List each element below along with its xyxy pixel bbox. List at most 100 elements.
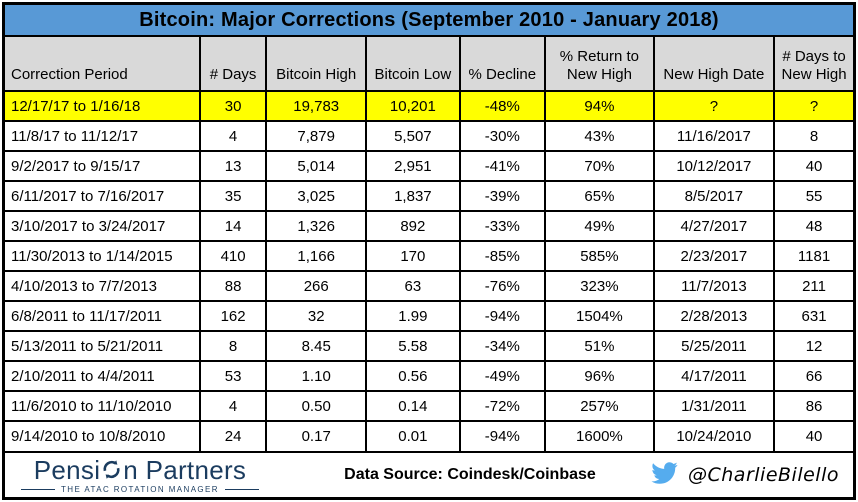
table-cell: 96% [544,360,655,392]
table-cell: 70% [544,150,655,182]
table-cell: 6/11/2017 to 7/16/2017 [5,180,202,212]
table-cell: 257% [544,390,655,422]
table-cell: 66 [773,360,853,392]
table-cell: 30 [199,90,268,122]
table-cell: 5.58 [365,330,461,362]
table-cell: 1504% [544,300,655,332]
table-cell: 0.14 [365,390,461,422]
table-cell: 4/10/2013 to 7/7/2013 [5,270,202,302]
column-header: Bitcoin High [265,37,368,92]
table-cell: 9/2/2017 to 9/15/17 [5,150,202,182]
table-cell: 3,025 [265,180,368,212]
rotation-arrows-icon [101,458,122,484]
table-cell: 51% [544,330,655,362]
table-cell: 55 [773,180,853,212]
table-cell: ? [652,90,776,122]
table-cell: 9/14/2010 to 10/8/2010 [5,420,202,451]
table-row: 9/2/2017 to 9/15/17 13 5,014 2,951 -41% 70% 10… [5,150,853,182]
table-cell: 1,837 [365,180,461,212]
table-cell: 410 [199,240,268,272]
table-cell: 12/17/17 to 1/16/18 [5,90,202,122]
table-row: 9/14/2010 to 10/8/2010 24 0.17 0.01 -94% 1600… [5,420,853,451]
logo-text-right: n Partners [123,455,247,485]
table-cell: 4 [199,120,268,152]
table-cell: 0.01 [365,420,461,451]
tagline-rule-right [224,489,259,490]
table-cell: -33% [458,210,547,242]
table-cell: 13 [199,150,268,182]
table-cell: 585% [544,240,655,272]
table-cell: 35 [199,180,268,212]
corrections-table: Correction Period # Days Bitcoin High Bitco… [5,37,853,451]
table-cell: 48 [773,210,853,242]
column-header: # Days to New High [773,37,853,92]
table-cell: 1181 [773,240,853,272]
table-row: 4/10/2013 to 7/7/2013 88 266 63 -76% 323% 11/7… [5,270,853,302]
table-cell: 4/17/2011 [652,360,776,392]
pension-partners-logo: Pensi n Partners THE ATAC ROTATION MANAG… [21,456,259,494]
column-header: % Return to New High [544,37,655,92]
table-cell: 8 [773,120,853,152]
table-cell: 4/27/2017 [652,210,776,242]
table-cell: 10/12/2017 [652,150,776,182]
table-cell: 43% [544,120,655,152]
table-cell: 631 [773,300,853,332]
table-cell: 323% [544,270,655,302]
table-cell: 2,951 [365,150,461,182]
table-cell: 49% [544,210,655,242]
table-cell: 2/23/2017 [652,240,776,272]
table-cell: 11/7/2013 [652,270,776,302]
table-cell: 170 [365,240,461,272]
table-cell: -41% [458,150,547,182]
table-cell: 5,014 [265,150,368,182]
table-cell: 14 [199,210,268,242]
table-cell: 0.17 [265,420,368,451]
table-cell: 19,783 [265,90,368,122]
column-header: New High Date [652,37,776,92]
table-cell: 2/10/2011 to 4/4/2011 [5,360,202,392]
table-cell: -72% [458,390,547,422]
tagline-rule-left [21,489,55,490]
table-row: 3/10/2017 to 3/24/2017 14 1,326 892 -33% 49% 4… [5,210,853,242]
table-cell: 12 [773,330,853,362]
table-cell: 7,879 [265,120,368,152]
table-cell: 0.50 [265,390,368,422]
table-cell: 162 [199,300,268,332]
footer: Pensi n Partners THE ATAC ROTATION MANAG… [5,451,853,497]
table-cell: 10,201 [365,90,461,122]
table-cell: 5/13/2011 to 5/21/2011 [5,330,202,362]
table-cell: -94% [458,420,547,451]
table-cell: 1,326 [265,210,368,242]
table-cell: 1/31/2011 [652,390,776,422]
table-row: 6/8/2011 to 11/17/2011 162 32 1.99 -94% 1504%… [5,300,853,332]
twitter-bird-icon [651,461,678,489]
table-cell: 86 [773,390,853,422]
table-cell: 10/24/2010 [652,420,776,451]
table-cell: 11/6/2010 to 11/10/2010 [5,390,202,422]
table-cell: 88 [199,270,268,302]
table-cell: 266 [265,270,368,302]
column-header: % Decline [458,37,547,92]
table-cell: -85% [458,240,547,272]
table-cell: ? [773,90,853,122]
table-cell: -76% [458,270,547,302]
page-title: Bitcoin: Major Corrections (September 20… [5,5,853,37]
table-cell: 40 [773,420,853,451]
table-cell: 8/5/2017 [652,180,776,212]
table-body: 12/17/17 to 1/16/18 30 19,783 10,201 -48% 94%… [5,90,853,451]
table-cell: 1600% [544,420,655,451]
table-cell: 11/8/17 to 11/12/17 [5,120,202,152]
table-cell: 0.56 [365,360,461,392]
table-cell: 11/30/2013 to 1/14/2015 [5,240,202,272]
table-row: 11/8/17 to 11/12/17 4 7,879 5,507 -30% 43% 11/… [5,120,853,152]
table-cell: 94% [544,90,655,122]
table-cell: 3/10/2017 to 3/24/2017 [5,210,202,242]
twitter-attribution: @CharlieBilello [651,461,839,489]
table-row: 6/11/2017 to 7/16/2017 35 3,025 1,837 -39% 65… [5,180,853,212]
table-cell: 65% [544,180,655,212]
table-cell: -39% [458,180,547,212]
table-cell: 32 [265,300,368,332]
table-row: 11/6/2010 to 11/10/2010 4 0.50 0.14 -72% 257%… [5,390,853,422]
table-cell: 1.99 [365,300,461,332]
